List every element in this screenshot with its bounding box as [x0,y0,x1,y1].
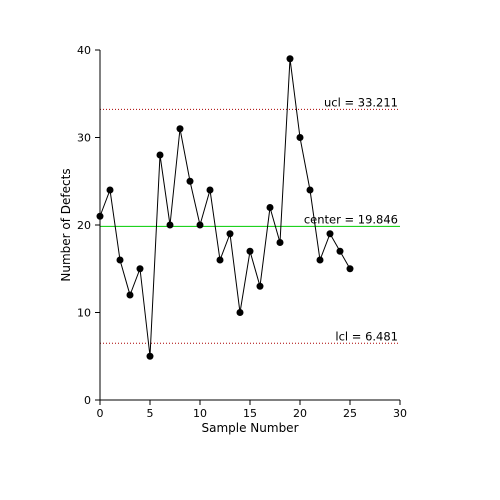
data-point [296,134,304,141]
x-tick-label: 15 [243,407,257,420]
x-ticks: 0 5 10 15 20 25 30 [97,400,407,420]
reference-lines: ucl = 33.211 center = 19.846 lcl = 6.481 [100,95,400,344]
x-tick-label: 10 [193,407,207,420]
data-point [176,125,184,133]
data-point [306,186,314,194]
data-point [196,221,204,229]
data-point [166,221,174,229]
x-tick-label: 5 [147,407,154,420]
data-point [216,256,224,264]
data-point [346,265,354,273]
data-point [136,265,144,273]
data-point [186,177,194,185]
data-point [266,204,274,211]
y-ticks: 0 10 20 30 40 [77,44,100,407]
data-point [96,212,104,220]
data-point [146,352,154,360]
data-point [206,186,214,194]
data-point [256,282,264,290]
x-tick-label: 20 [293,407,307,420]
data-point [316,256,324,264]
x-tick-label: 25 [343,407,357,420]
y-tick-label: 0 [84,394,91,407]
y-tick-label: 10 [77,307,91,320]
data-point [246,247,254,255]
x-axis-title: Sample Number [201,421,298,435]
y-axis-title: Number of Defects [59,168,73,281]
data-point [276,239,284,246]
ucl-label: ucl = 33.211 [324,95,398,109]
y-tick-label: 30 [77,132,91,145]
data-point [116,256,124,264]
y-tick-label: 40 [77,44,91,57]
data-point [156,151,164,159]
x-tick-label: 0 [97,407,104,420]
x-tick-label: 30 [393,407,407,420]
data-point [326,230,334,238]
data-series [96,55,354,360]
data-point [226,230,234,238]
data-point [106,186,114,194]
data-point [336,247,344,255]
data-point [236,309,244,316]
center-label: center = 19.846 [304,212,398,226]
lcl-label: lcl = 6.481 [335,329,398,343]
data-point [286,55,294,63]
y-tick-label: 20 [77,219,91,232]
series-line [99,58,351,357]
data-point [126,291,134,299]
